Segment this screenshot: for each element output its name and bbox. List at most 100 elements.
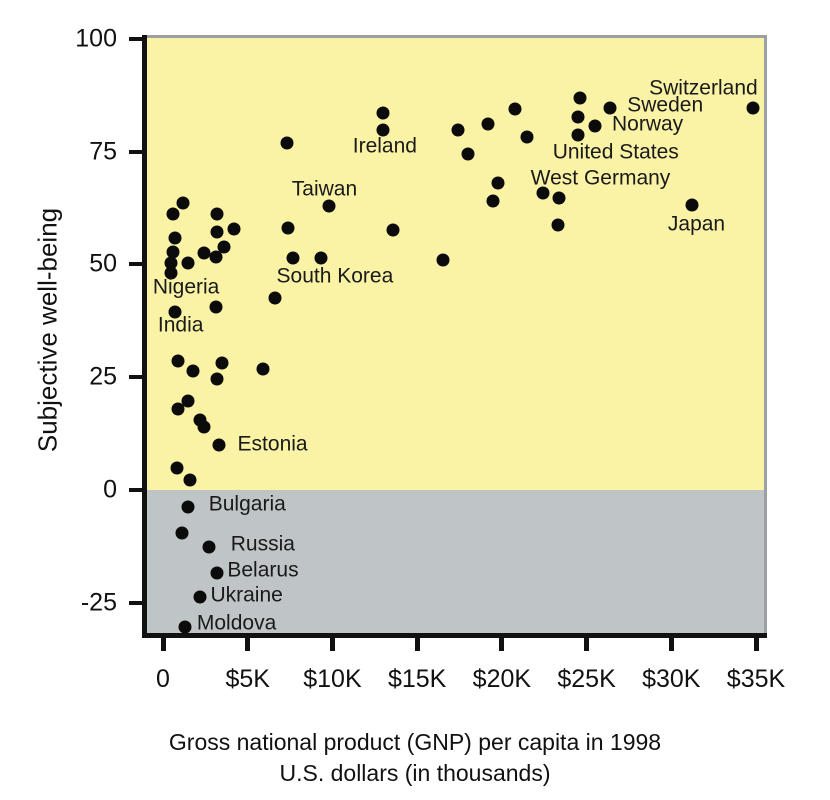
x-tick-mark <box>414 638 420 651</box>
data-point <box>168 231 182 245</box>
data-point <box>164 256 178 270</box>
x-tick-mark <box>499 638 505 651</box>
data-point <box>166 207 180 221</box>
data-point <box>166 245 180 259</box>
country-label-south-korea: South Korea <box>276 265 394 289</box>
plot-border-top <box>147 35 767 38</box>
data-point-russia <box>202 540 216 554</box>
data-point <box>209 300 223 314</box>
data-point-estonia <box>212 438 226 452</box>
country-label-moldova: Moldova <box>196 611 277 635</box>
data-point-united-states <box>571 128 585 142</box>
y-tick-label: 100 <box>75 24 117 53</box>
x-tick-mark <box>329 638 335 651</box>
x-axis-title-line2: U.S. dollars (in thousands) <box>279 760 551 786</box>
positive-wellbeing-band <box>147 38 764 490</box>
data-point <box>170 461 184 475</box>
data-point-belarus <box>210 566 224 580</box>
data-point <box>461 147 475 161</box>
y-tick-mark <box>129 600 143 605</box>
x-axis-title: Gross national product (GNP) per capita … <box>0 727 830 789</box>
y-tick-label: 50 <box>89 249 117 278</box>
y-tick-mark <box>129 36 143 41</box>
data-point <box>280 136 294 150</box>
x-axis-line <box>142 633 767 638</box>
x-tick-label: $25K <box>557 665 616 693</box>
country-label-ireland: Ireland <box>352 134 417 158</box>
data-point <box>210 225 224 239</box>
y-axis-title: Subjective well-being <box>32 207 63 453</box>
data-point-bulgaria <box>181 500 195 514</box>
data-point <box>210 372 224 386</box>
data-point <box>573 91 587 105</box>
data-point-norway <box>588 119 602 133</box>
country-label-west-germany: West Germany <box>530 166 671 190</box>
x-tick-label: $15K <box>387 665 447 693</box>
country-label-norway: Norway <box>611 112 684 136</box>
data-point <box>486 194 500 208</box>
x-tick-mark <box>160 638 166 651</box>
data-point <box>227 222 241 236</box>
country-label-russia: Russia <box>230 532 295 556</box>
x-tick-label: $5K <box>225 665 270 693</box>
country-label-estonia: Estonia <box>237 432 308 456</box>
data-point <box>171 354 185 368</box>
data-point <box>209 250 223 264</box>
data-point <box>314 251 328 265</box>
data-point-nigeria <box>164 266 178 280</box>
data-point <box>181 256 195 270</box>
data-point <box>281 221 295 235</box>
data-point-india <box>168 305 182 319</box>
y-tick-mark <box>129 149 143 154</box>
data-point-switzerland <box>746 101 760 115</box>
data-point <box>175 526 189 540</box>
data-point <box>176 196 190 210</box>
negative-wellbeing-band <box>147 490 764 633</box>
data-point-west-germany <box>491 176 505 190</box>
data-point-taiwan <box>322 199 336 213</box>
y-tick-mark <box>129 488 143 492</box>
y-tick-mark <box>129 375 143 380</box>
plot-border-right <box>764 38 767 633</box>
data-point <box>183 473 197 487</box>
x-tick-mark <box>245 638 251 651</box>
data-point-sweden <box>603 101 617 115</box>
data-point-ireland <box>376 123 390 137</box>
data-point <box>217 240 231 254</box>
data-point <box>552 191 566 205</box>
x-tick-label: $10K <box>303 665 362 693</box>
country-label-united-states: United States <box>552 140 679 164</box>
data-point <box>551 218 565 232</box>
country-label-switzerland: Switzerland <box>649 76 758 100</box>
y-tick-label: 0 <box>103 475 117 504</box>
data-point <box>436 253 450 267</box>
data-point <box>376 106 390 120</box>
data-point <box>197 420 211 434</box>
x-axis-title-line1: Gross national product (GNP) per capita … <box>168 729 662 755</box>
country-label-india: India <box>157 313 204 337</box>
data-point <box>520 130 534 144</box>
data-point <box>171 402 185 416</box>
data-point <box>451 123 465 137</box>
data-point <box>571 110 585 124</box>
data-point-south-korea <box>286 251 300 265</box>
data-point <box>268 291 282 305</box>
x-tick-label: 0 <box>156 665 170 693</box>
y-tick-label: -25 <box>80 588 117 617</box>
x-tick-mark <box>668 638 674 651</box>
x-tick-mark <box>584 638 590 651</box>
data-point <box>186 364 200 378</box>
data-point <box>386 223 400 237</box>
country-label-ukraine: Ukraine <box>210 583 283 607</box>
data-point <box>181 394 195 408</box>
country-label-japan: Japan <box>667 212 726 236</box>
x-tick-label: $20K <box>472 665 532 693</box>
data-point <box>508 102 522 116</box>
country-label-sweden: Sweden <box>627 94 704 118</box>
x-tick-mark <box>753 638 759 651</box>
data-point-moldova <box>178 620 192 634</box>
y-tick-label: 75 <box>89 137 117 166</box>
y-tick-label: 25 <box>89 362 117 391</box>
y-tick-mark <box>129 262 143 267</box>
